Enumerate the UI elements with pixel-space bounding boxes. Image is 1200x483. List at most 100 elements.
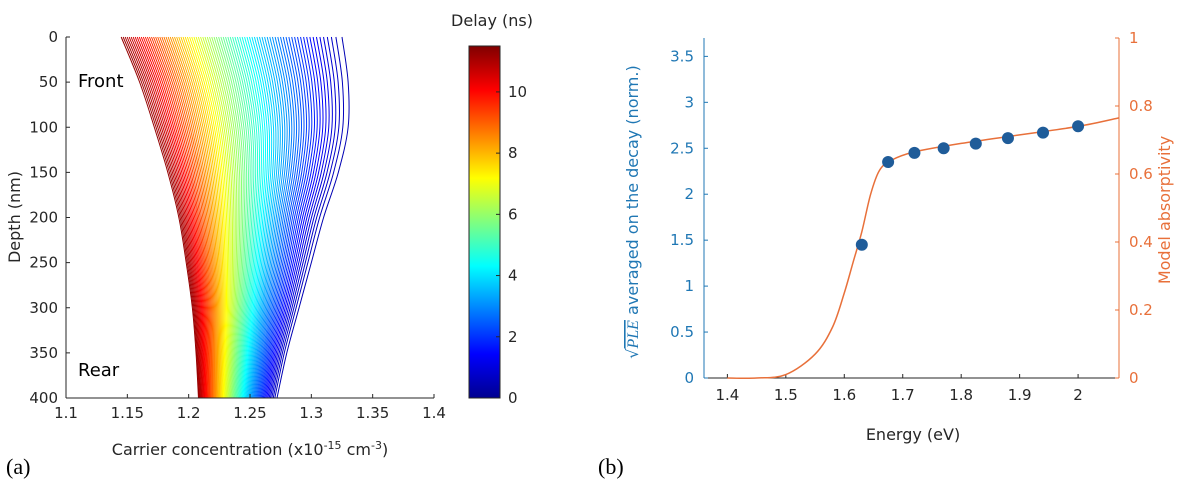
decay-curve xyxy=(265,36,321,399)
ple-point xyxy=(855,238,868,251)
a-x-tick-label: 1.1 xyxy=(54,404,78,422)
ple-point xyxy=(969,137,982,150)
decay-curve xyxy=(148,36,210,399)
b-x-tick-label: 1.4 xyxy=(715,386,739,404)
b-left-tick-label: 2.5 xyxy=(670,139,694,157)
decay-curve xyxy=(136,36,205,399)
decay-curve xyxy=(122,36,200,399)
colorbar-tick-label: 6 xyxy=(508,205,518,223)
panel-a-axes: 1.1 1.15 1.2 1.25 1.3 1.35 1.4 0 50 100 150 200 250 3… xyxy=(29,28,446,422)
decay-curve xyxy=(213,36,241,399)
decay-curve xyxy=(215,36,243,399)
ple-point xyxy=(1072,120,1085,133)
decay-curve xyxy=(274,36,345,399)
b-x-tick-label: 1.8 xyxy=(949,386,973,404)
panel-label-a: (a) xyxy=(6,454,30,479)
panel-a-ylabel: Depth (nm) xyxy=(5,171,24,263)
decay-curve xyxy=(178,36,221,399)
decay-curve xyxy=(256,36,300,399)
decay-curve xyxy=(120,36,199,399)
decay-curve xyxy=(269,36,333,399)
panel-a-chart: 1.1 1.15 1.2 1.25 1.3 1.35 1.40501001502002503… xyxy=(5,11,533,479)
decay-curve xyxy=(167,36,216,399)
decay-curve xyxy=(163,36,215,399)
decay-curve xyxy=(184,36,224,399)
decay-curve xyxy=(239,36,261,399)
a-x-tick-label: 1.4 xyxy=(422,404,446,422)
b-left-tick-label: 1.5 xyxy=(670,231,694,249)
decay-curve xyxy=(263,36,318,399)
decay-curve xyxy=(227,36,251,399)
b-right-tick-label: 1 xyxy=(1129,29,1139,47)
decay-curve xyxy=(254,36,295,399)
decay-curve xyxy=(249,36,284,399)
decay-curve xyxy=(206,36,236,399)
b-left-tick-label: 3.5 xyxy=(670,47,694,65)
decay-curve xyxy=(189,36,226,399)
a-y-tick-label: 400 xyxy=(29,389,58,407)
decay-curve xyxy=(176,36,220,399)
decay-curve xyxy=(251,36,288,399)
decay-curve xyxy=(241,36,264,399)
b-left-tick-label: 0.5 xyxy=(670,323,694,341)
decay-curve xyxy=(248,36,279,399)
decay-curve xyxy=(259,36,308,399)
decay-curve xyxy=(248,36,281,399)
b-left-tick-label: 2 xyxy=(684,185,694,203)
a-x-tick-label: 1.25 xyxy=(233,404,266,422)
decay-curve xyxy=(247,36,277,399)
decay-curve xyxy=(132,36,204,399)
decay-curve xyxy=(257,36,302,399)
ple-point xyxy=(1037,126,1050,139)
decay-curve xyxy=(140,36,207,399)
decay-curve xyxy=(130,36,203,399)
decay-curve xyxy=(243,36,269,399)
decay-curve xyxy=(165,36,215,399)
decay-curve xyxy=(225,36,249,399)
decay-curve xyxy=(182,36,223,399)
b-right-tick-label: 0.6 xyxy=(1129,165,1153,183)
decay-curve xyxy=(222,36,248,399)
a-y-tick-label: 100 xyxy=(29,118,58,136)
decay-curve xyxy=(220,36,246,399)
decay-curve xyxy=(271,36,337,399)
decay-curve xyxy=(124,36,201,399)
a-y-tick-label: 250 xyxy=(29,254,58,272)
decay-curve xyxy=(250,36,286,399)
decay-curve xyxy=(276,36,350,399)
decay-curve xyxy=(161,36,214,399)
b-left-tick-label: 1 xyxy=(684,277,694,295)
ple-point xyxy=(937,142,950,155)
decay-curve xyxy=(200,36,232,399)
decay-curve xyxy=(252,36,290,399)
panel-b-xlabel: Energy (eV) xyxy=(866,425,960,444)
b-x-tick-label: 1.9 xyxy=(1008,386,1032,404)
xlabel-a-sup1: -15 xyxy=(324,439,342,452)
a-x-tick-label: 1.35 xyxy=(356,404,389,422)
panel-a-xlabel: Carrier concentration (x10-15 cm-3) xyxy=(112,439,388,459)
xlabel-a-sup2: -3 xyxy=(371,439,382,452)
decay-curve xyxy=(193,36,229,399)
a-x-tick-label: 1.2 xyxy=(177,404,201,422)
decay-curve xyxy=(218,36,244,399)
xlabel-a-part2: cm xyxy=(342,440,371,459)
decay-curve xyxy=(229,36,253,399)
decay-curve xyxy=(204,36,235,399)
b-x-tick-label: 1.7 xyxy=(891,386,915,404)
annotation-rear: Rear xyxy=(78,360,120,381)
decay-curve xyxy=(126,36,202,399)
b-x-tick-label: 1.6 xyxy=(832,386,856,404)
colorbar-ticks: 0 2 4 6 8 10 xyxy=(496,83,527,407)
decay-curve xyxy=(138,36,206,399)
decay-curve xyxy=(240,36,262,399)
colorbar-title: Delay (ns) xyxy=(451,11,533,30)
b-right-tick-label: 0 xyxy=(1129,369,1139,387)
decay-curve xyxy=(234,36,257,399)
b-left-tick-label: 3 xyxy=(684,93,694,111)
decay-curve xyxy=(128,36,202,399)
ylabel-b-rest: averaged on the decay (norm.) xyxy=(623,65,642,320)
decay-curve xyxy=(144,36,208,399)
xlabel-a-part3: ) xyxy=(382,440,388,459)
xlabel-a-part1: Carrier concentration (x10 xyxy=(112,440,324,459)
